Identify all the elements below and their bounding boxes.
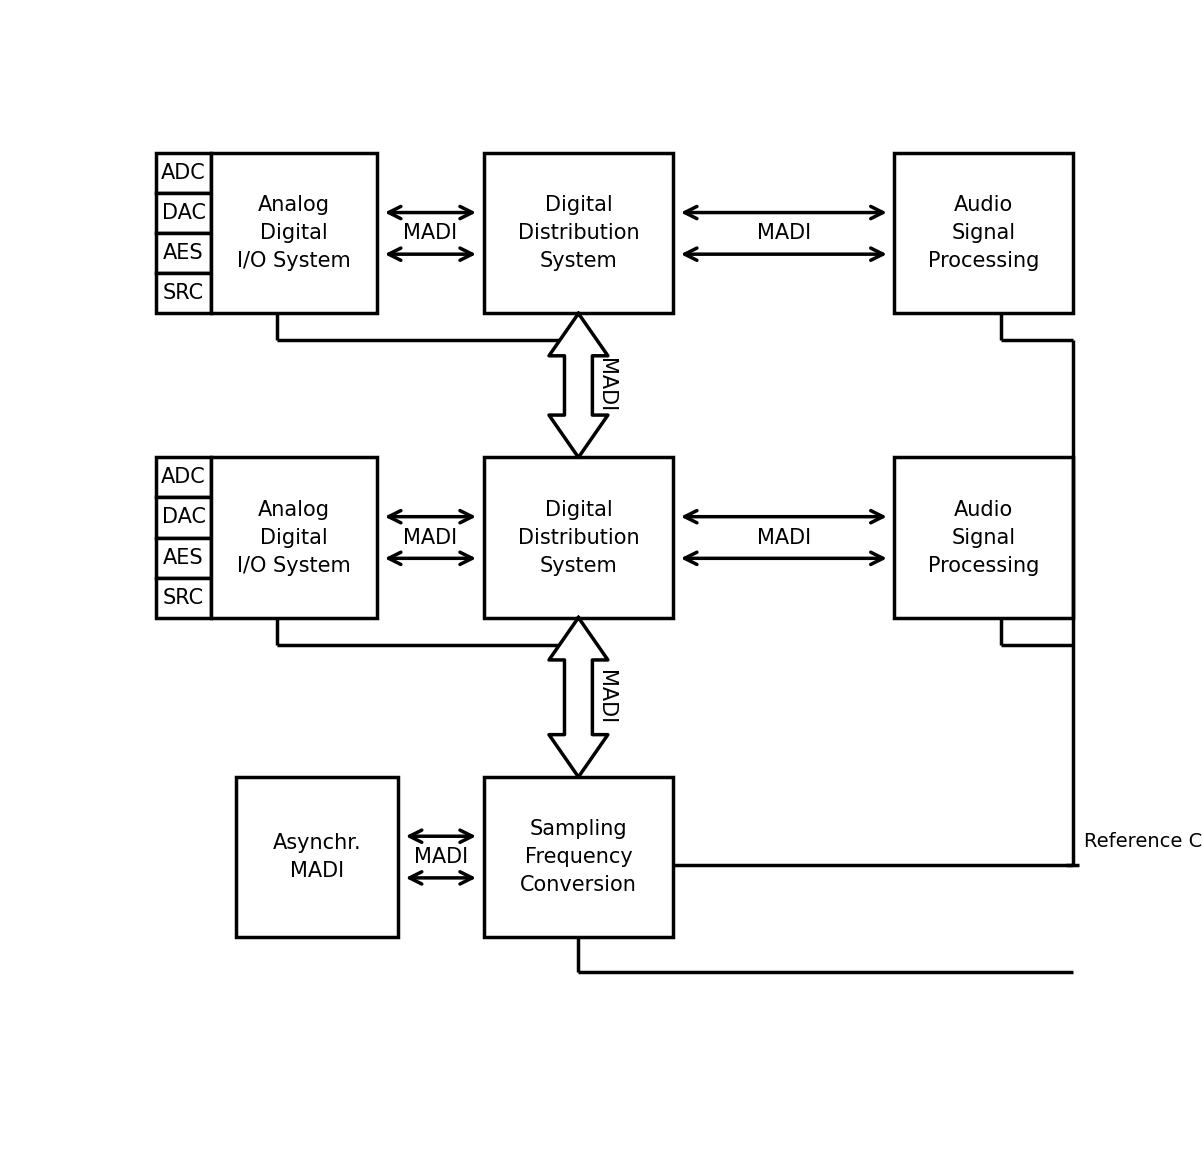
Text: AES: AES <box>163 548 204 568</box>
Text: ADC: ADC <box>161 468 206 487</box>
Text: MADI: MADI <box>595 358 615 412</box>
Text: Analog
Digital
I/O System: Analog Digital I/O System <box>237 500 351 576</box>
Text: MADI: MADI <box>404 223 458 244</box>
Text: SRC: SRC <box>163 587 204 608</box>
Text: Sampling
Frequency
Conversion: Sampling Frequency Conversion <box>520 819 637 895</box>
Text: DAC: DAC <box>161 203 206 223</box>
Text: Audio
Signal
Processing: Audio Signal Processing <box>928 500 1039 576</box>
Bar <box>156 193 210 233</box>
Bar <box>483 777 673 938</box>
Text: DAC: DAC <box>161 508 206 527</box>
Text: Audio
Signal
Processing: Audio Signal Processing <box>928 195 1039 271</box>
Text: MADI: MADI <box>757 223 811 244</box>
Polygon shape <box>549 314 608 457</box>
Text: SRC: SRC <box>163 284 204 303</box>
Bar <box>156 233 210 273</box>
Text: MADI: MADI <box>595 670 615 724</box>
Text: Digital
Distribution
System: Digital Distribution System <box>518 195 639 271</box>
Bar <box>210 457 377 618</box>
Bar <box>156 457 210 498</box>
Text: Asynchr.
MADI: Asynchr. MADI <box>273 833 361 881</box>
Text: MADI: MADI <box>757 527 811 548</box>
Text: MADI: MADI <box>413 847 468 867</box>
Text: AES: AES <box>163 244 204 263</box>
Text: ADC: ADC <box>161 163 206 184</box>
Bar <box>156 273 210 314</box>
Text: MADI: MADI <box>404 527 458 548</box>
Bar <box>210 153 377 314</box>
Polygon shape <box>549 618 608 777</box>
Bar <box>236 777 398 938</box>
Text: Digital
Distribution
System: Digital Distribution System <box>518 500 639 576</box>
Bar <box>483 153 673 314</box>
Bar <box>156 578 210 618</box>
Bar <box>156 498 210 538</box>
Text: Reference Clock: Reference Clock <box>1084 833 1202 851</box>
Bar <box>894 153 1072 314</box>
Bar <box>156 538 210 578</box>
Bar <box>483 457 673 618</box>
Bar <box>156 153 210 193</box>
Bar <box>894 457 1072 618</box>
Text: Analog
Digital
I/O System: Analog Digital I/O System <box>237 195 351 271</box>
